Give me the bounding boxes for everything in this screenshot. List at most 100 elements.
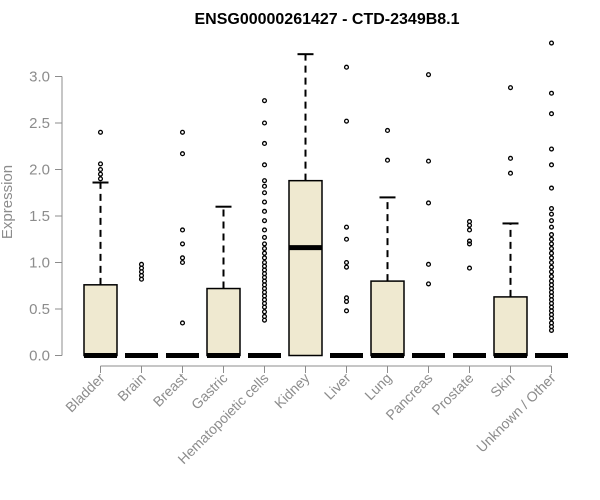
box-kidney (288, 53, 323, 357)
outlier-point (548, 218, 555, 224)
outlier-point (343, 64, 350, 70)
outlier-point (507, 155, 514, 161)
outlier-point (179, 241, 186, 247)
outlier-point (548, 185, 555, 191)
box-skin (493, 85, 528, 358)
outlier-point (343, 264, 350, 270)
x-tick-label: Liver (321, 370, 354, 403)
outlier-point (466, 238, 473, 244)
outlier-point (507, 85, 514, 91)
outlier-point (343, 295, 350, 301)
outlier-point (261, 255, 268, 261)
iqr-box (206, 287, 241, 357)
outlier-point (466, 219, 473, 225)
outlier-point (507, 170, 514, 176)
y-tick-label: 2.0 (29, 162, 50, 179)
outlier-point (261, 218, 268, 224)
outlier-point (179, 255, 186, 261)
outlier-point (548, 250, 555, 256)
outlier-point (179, 320, 186, 326)
outlier-point (97, 176, 104, 182)
box-breast (166, 129, 199, 358)
outlier-point (179, 227, 186, 233)
outlier-point (261, 250, 268, 256)
outlier-point (261, 234, 268, 240)
outlier-point (548, 232, 555, 238)
y-tick-label: 2.5 (29, 115, 50, 132)
x-tick-label: Prostate (428, 370, 476, 418)
outlier-point (548, 162, 555, 168)
outlier-point (548, 40, 555, 46)
x-tick-label: Lung (361, 370, 394, 403)
outlier-point (425, 200, 432, 206)
outlier-point (138, 261, 145, 267)
outlier-point (425, 261, 432, 267)
outlier-point (548, 269, 555, 275)
outlier-point (548, 90, 555, 96)
outlier-point (548, 146, 555, 152)
iqr-box (83, 284, 118, 357)
y-tick-label: 1.0 (29, 255, 50, 272)
outlier-point (384, 157, 391, 163)
outlier-point (261, 120, 268, 126)
outlier-point (261, 199, 268, 205)
outlier-point (261, 241, 268, 247)
outlier-point (261, 178, 268, 184)
outlier-point (548, 264, 555, 270)
outlier-point (179, 259, 186, 266)
boxes (83, 40, 568, 358)
outlier-point (343, 259, 350, 266)
box-unknown-other (535, 40, 568, 358)
outlier-point (548, 255, 555, 261)
outlier-point (97, 166, 104, 173)
outlier-point (343, 224, 350, 230)
outlier-point (548, 320, 555, 326)
box-pancreas (412, 72, 445, 358)
outlier-point (261, 162, 268, 168)
box-bladder (83, 129, 118, 358)
outlier-point (466, 227, 473, 233)
y-tick-label: 0.5 (29, 301, 50, 318)
x-tick-label: Breast (150, 370, 190, 410)
iqr-box (493, 296, 528, 357)
outlier-point (548, 224, 555, 230)
x-tick-label: Bladder (62, 370, 108, 416)
box-gastric (206, 205, 241, 358)
outlier-point (179, 151, 186, 157)
outlier-point (548, 206, 555, 212)
outlier-point (425, 72, 432, 78)
iqr-box (288, 179, 323, 357)
x-tick-label: Kidney (271, 370, 313, 412)
outlier-point (425, 158, 432, 164)
outlier-point (343, 308, 350, 314)
x-tick-label: Brain (114, 370, 148, 404)
outlier-point (97, 161, 104, 167)
outlier-point (548, 236, 555, 242)
box-lung (370, 127, 405, 358)
outlier-point (466, 265, 473, 271)
outlier-point (548, 259, 555, 266)
box-liver (330, 64, 363, 358)
outlier-point (179, 129, 186, 135)
outlier-point (261, 246, 268, 252)
outlier-point (548, 241, 555, 247)
outlier-point (261, 98, 268, 104)
outlier-point (466, 241, 473, 247)
outlier-point (548, 211, 555, 217)
outlier-point (548, 111, 555, 117)
box-prostate (453, 219, 486, 358)
outlier-point (343, 236, 350, 242)
outlier-point (261, 208, 268, 214)
y-tick-label: 1.5 (29, 208, 50, 225)
outlier-point (261, 313, 268, 319)
outlier-point (261, 190, 268, 196)
outlier-point (548, 273, 555, 280)
x-tick-label: Skin (487, 370, 518, 401)
outlier-point (97, 171, 104, 177)
chart-title: ENSG00000261427 - CTD-2349B8.1 (194, 11, 459, 28)
box-hematopoietic-cells (248, 98, 281, 358)
outlier-point (343, 118, 350, 124)
outlier-point (261, 309, 268, 315)
outlier-point (425, 281, 432, 287)
